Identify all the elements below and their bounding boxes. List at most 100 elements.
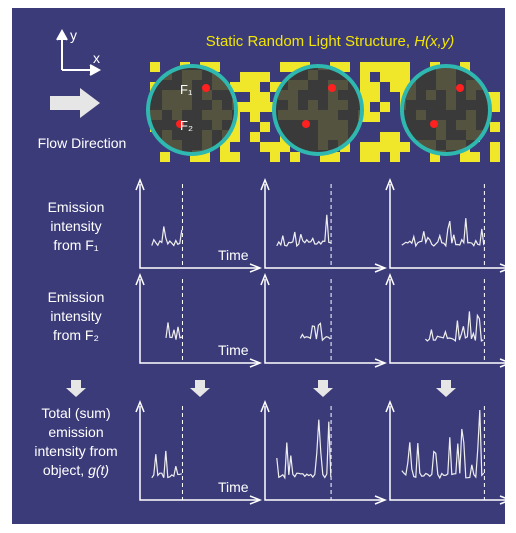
light-cell	[400, 72, 410, 82]
light-cell	[250, 72, 260, 82]
row-label: Total (sum)	[41, 405, 110, 421]
dark-cell	[466, 110, 476, 120]
axis-arrow	[385, 399, 513, 505]
dark-cell	[152, 110, 162, 120]
light-cell	[330, 152, 340, 162]
light-cell	[490, 152, 500, 162]
x-label: Time	[218, 479, 249, 495]
spot-label: F₁	[180, 82, 193, 97]
object-outline	[400, 64, 492, 156]
dark-cell	[446, 100, 456, 110]
row-label: intensity from	[34, 443, 117, 459]
plot-axes	[389, 279, 508, 364]
light-cell	[370, 92, 380, 102]
spot	[202, 84, 210, 92]
dark-cell	[426, 140, 436, 150]
dark-cell	[436, 70, 446, 80]
light-cell	[250, 132, 260, 142]
light-structure	[146, 62, 500, 162]
light-cell	[490, 102, 500, 112]
light-cell	[260, 102, 270, 112]
row-label-text: object,	[43, 462, 88, 478]
row-labels: Emission intensity from F₁ Emission intensit…	[34, 199, 117, 478]
light-cell	[360, 142, 370, 152]
axis-arrow	[260, 272, 388, 368]
light-cell	[430, 152, 440, 162]
plot-axes	[264, 184, 383, 269]
light-cell	[460, 152, 470, 162]
light-cell	[230, 122, 240, 132]
dark-cell	[338, 80, 348, 90]
dark-cell	[466, 130, 476, 140]
emission-trace	[276, 419, 332, 480]
light-cell	[380, 132, 390, 142]
light-cell	[240, 72, 250, 82]
plot-axes	[264, 279, 383, 364]
plot: Time	[135, 399, 263, 505]
light-cell	[240, 82, 250, 92]
light-cell	[270, 142, 280, 152]
plot	[260, 177, 388, 273]
light-cell	[290, 152, 300, 162]
dark-cell	[162, 130, 172, 140]
axis-arrow	[385, 272, 513, 368]
dark-cell	[202, 90, 212, 100]
dark-cell	[182, 100, 192, 110]
row-label: from F₁	[53, 237, 98, 253]
plot	[385, 177, 513, 273]
dark-cell	[308, 100, 318, 110]
light-cell	[370, 152, 380, 162]
light-cell	[210, 62, 220, 72]
light-cell	[270, 82, 280, 92]
dark-cell	[466, 80, 476, 90]
light-cell	[400, 62, 410, 72]
dark-cell	[436, 130, 446, 140]
dark-cell	[298, 110, 308, 120]
light-cell	[190, 152, 200, 162]
light-cell	[200, 152, 210, 162]
light-cell	[280, 62, 290, 72]
light-cell	[360, 72, 370, 82]
dark-cell	[278, 90, 288, 100]
dark-cell	[338, 130, 348, 140]
plot	[260, 272, 388, 368]
dark-cell	[406, 90, 416, 100]
dark-cell	[446, 80, 456, 90]
emission-trace	[276, 214, 331, 248]
emission-trace	[401, 409, 485, 480]
light-cell	[260, 72, 270, 82]
light-cell	[490, 142, 500, 152]
emission-trace	[401, 218, 485, 248]
dark-cell	[172, 90, 182, 100]
emission-trace	[151, 226, 183, 247]
light-cell	[160, 152, 170, 162]
light-cell	[250, 102, 260, 112]
object-outline	[146, 64, 238, 156]
light-cell	[290, 62, 300, 72]
light-cell	[380, 72, 390, 82]
dark-cell	[288, 80, 298, 90]
dark-cell	[426, 90, 436, 100]
object-outline	[272, 64, 364, 156]
down-arrow	[190, 380, 210, 397]
title-math: H(x,y)	[414, 33, 454, 50]
dark-cell	[446, 140, 456, 150]
plot-axes	[389, 406, 508, 501]
light-cell	[370, 82, 380, 92]
dark-cell	[172, 100, 182, 110]
dark-cell	[456, 140, 466, 150]
row-label: emission	[48, 424, 103, 440]
light-cell	[460, 62, 470, 72]
light-cell	[240, 102, 250, 112]
plot: Time	[135, 272, 263, 368]
dark-cell	[446, 70, 456, 80]
dark-cell	[318, 120, 328, 130]
light-cell	[490, 92, 500, 102]
light-cell	[360, 82, 370, 92]
light-cell	[340, 62, 350, 72]
dark-cell	[192, 70, 202, 80]
light-cell	[260, 92, 270, 102]
light-cell	[250, 92, 260, 102]
plot-axes	[139, 184, 258, 269]
spot	[430, 120, 438, 128]
